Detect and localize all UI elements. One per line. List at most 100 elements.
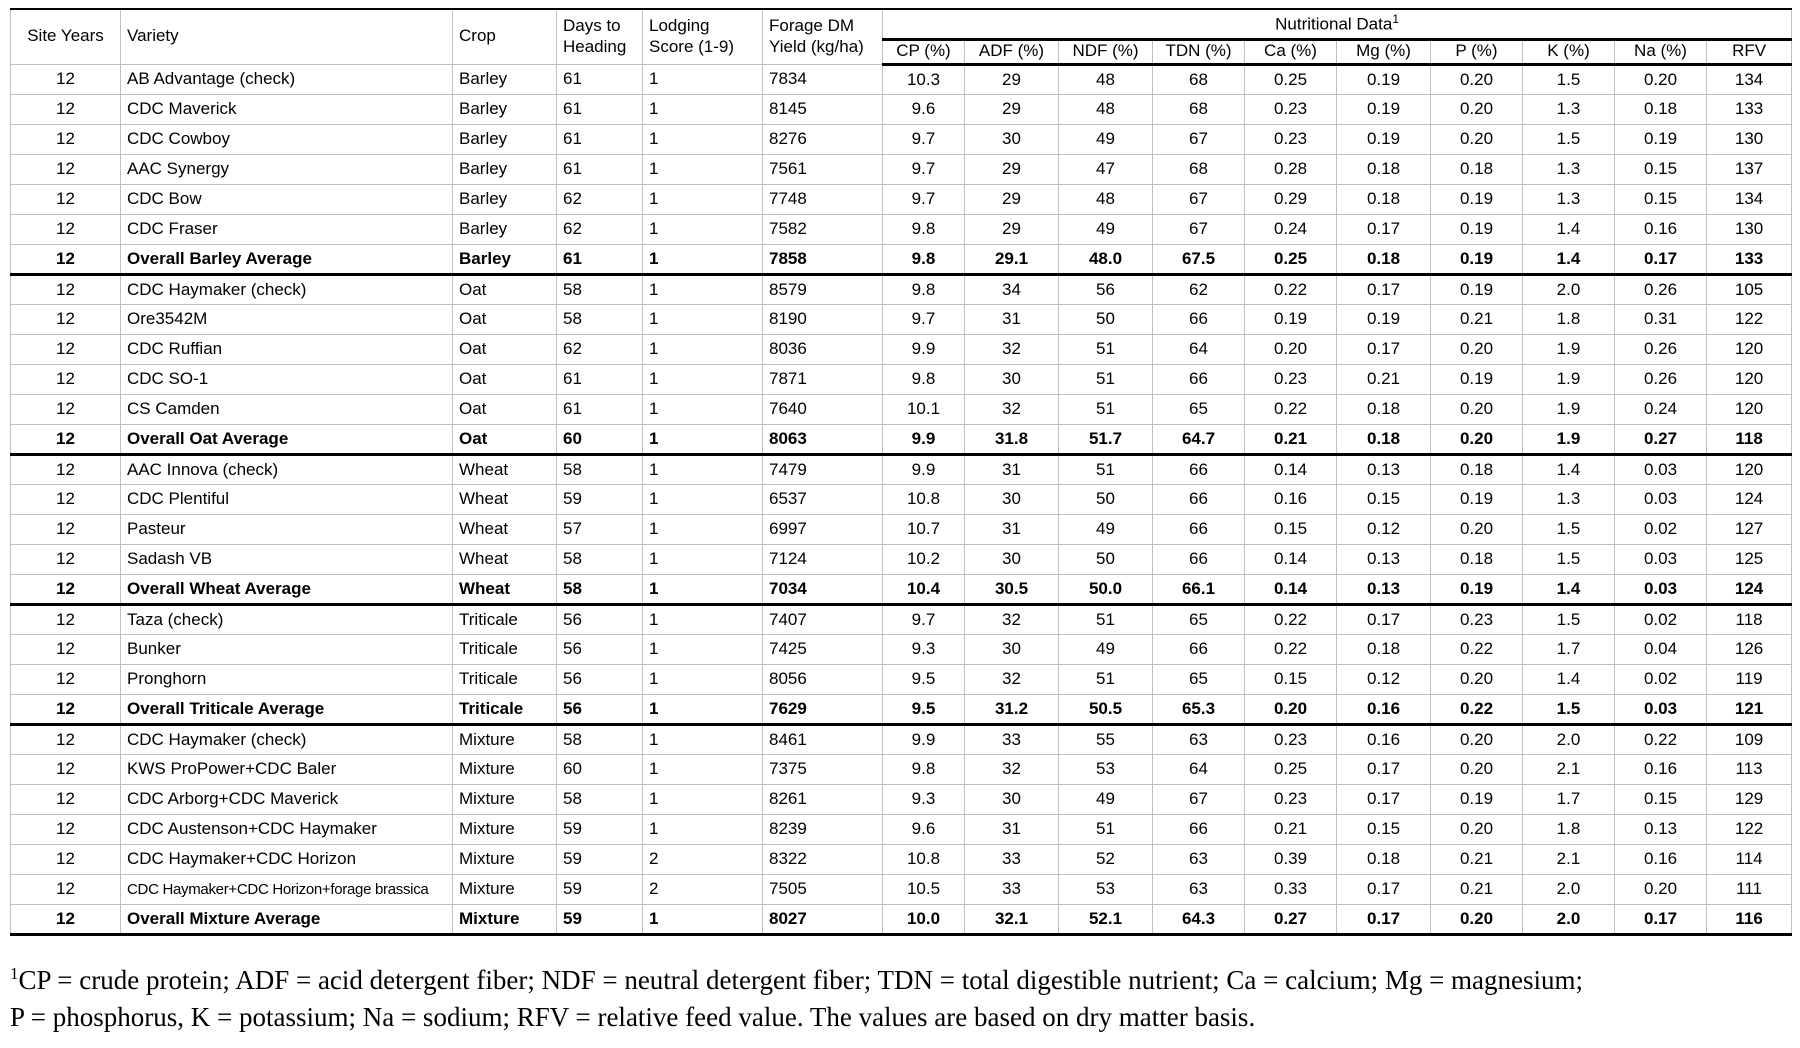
average-row: 12 Overall Wheat Average Wheat 58 1 7034 10.4 3… bbox=[10, 573, 1793, 606]
cell-ca: 0.22 bbox=[1244, 633, 1337, 665]
cell-adf: 32 bbox=[964, 393, 1059, 425]
cell-crop: Barley bbox=[452, 93, 557, 125]
cell-mg: 0.19 bbox=[1336, 303, 1431, 335]
cell-crop: Mixture bbox=[452, 723, 557, 755]
cell-mg: 0.17 bbox=[1336, 903, 1431, 936]
cell-forage-dm-yield: 8276 bbox=[762, 123, 883, 155]
cell-days-to-heading: 59 bbox=[556, 873, 643, 905]
table-row: 12 CDC Ruffian Oat 62 1 8036 9.9 32 51 64 0.20 0.17… bbox=[10, 333, 1793, 365]
cell-tdn: 64.3 bbox=[1152, 903, 1245, 936]
cell-k: 1.9 bbox=[1522, 363, 1615, 395]
cell-forage-dm-yield: 6537 bbox=[762, 483, 883, 515]
cell-rfv: 120 bbox=[1705, 453, 1793, 485]
cell-days-to-heading: 62 bbox=[556, 333, 643, 365]
cell-site-years: 12 bbox=[10, 663, 121, 695]
cell-cp: 9.6 bbox=[882, 93, 965, 125]
cell-crop: Triticale bbox=[452, 633, 557, 665]
cell-days-to-heading: 61 bbox=[556, 243, 643, 276]
cell-forage-dm-yield: 7425 bbox=[762, 633, 883, 665]
cell-variety: CDC Haymaker (check) bbox=[120, 723, 453, 755]
cell-na: 0.26 bbox=[1614, 363, 1707, 395]
cell-site-years: 12 bbox=[10, 363, 121, 395]
cell-ca: 0.20 bbox=[1244, 333, 1337, 365]
cell-tdn: 65 bbox=[1152, 393, 1245, 425]
cell-na: 0.17 bbox=[1614, 903, 1707, 936]
cell-cp: 10.2 bbox=[882, 543, 965, 575]
cell-adf: 30 bbox=[964, 483, 1059, 515]
cell-p: 0.20 bbox=[1430, 333, 1523, 365]
table-row: 12 Bunker Triticale 56 1 7425 9.3 30 49 66 0.22 0.1… bbox=[10, 633, 1793, 665]
cell-crop: Oat bbox=[452, 363, 557, 395]
cell-crop: Mixture bbox=[452, 903, 557, 936]
cell-days-to-heading: 59 bbox=[556, 483, 643, 515]
cell-forage-dm-yield: 8579 bbox=[762, 273, 883, 305]
cell-ca: 0.23 bbox=[1244, 93, 1337, 125]
column-group-header-nutritional-data: Nutritional Data1 bbox=[881, 8, 1793, 41]
cell-rfv: 113 bbox=[1705, 753, 1793, 785]
column-header-rfv: RFV bbox=[1705, 38, 1793, 66]
cell-forage-dm-yield: 8027 bbox=[762, 903, 883, 936]
column-header-forage-dm-yield: Forage DM Yield (kg/ha) bbox=[762, 8, 883, 65]
cell-k: 1.5 bbox=[1522, 693, 1615, 726]
cell-lodging-score: 2 bbox=[642, 843, 763, 875]
cell-tdn: 66 bbox=[1152, 453, 1245, 485]
column-header-mg: Mg (%) bbox=[1336, 38, 1431, 66]
cell-rfv: 120 bbox=[1705, 393, 1793, 425]
cell-ndf: 53 bbox=[1058, 753, 1153, 785]
cell-site-years: 12 bbox=[10, 393, 121, 425]
cell-ndf: 51.7 bbox=[1058, 423, 1153, 456]
table-row: 12 CDC Maverick Barley 61 1 8145 9.6 29 48 68 0.23… bbox=[10, 93, 1793, 125]
cell-ca: 0.21 bbox=[1244, 423, 1337, 456]
cell-k: 1.4 bbox=[1522, 453, 1615, 485]
cell-lodging-score: 1 bbox=[642, 663, 763, 695]
cell-adf: 29 bbox=[964, 93, 1059, 125]
cell-site-years: 12 bbox=[10, 273, 121, 305]
column-header-crop: Crop bbox=[452, 8, 557, 65]
cell-adf: 31.8 bbox=[964, 423, 1059, 456]
cell-p: 0.20 bbox=[1430, 513, 1523, 545]
cell-cp: 9.8 bbox=[882, 213, 965, 245]
cell-ndf: 51 bbox=[1058, 813, 1153, 845]
cell-k: 1.3 bbox=[1522, 93, 1615, 125]
footnote-marker: 1 bbox=[1392, 12, 1399, 27]
table-row: 12 CDC Plentiful Wheat 59 1 6537 10.8 30 50 66 0.1… bbox=[10, 483, 1793, 515]
cell-na: 0.15 bbox=[1614, 153, 1707, 185]
cell-variety: Overall Mixture Average bbox=[120, 903, 453, 936]
cell-forage-dm-yield: 6997 bbox=[762, 513, 883, 545]
cell-lodging-score: 1 bbox=[642, 633, 763, 665]
cell-ndf: 49 bbox=[1058, 213, 1153, 245]
cell-site-years: 12 bbox=[10, 693, 121, 726]
cell-site-years: 12 bbox=[10, 183, 121, 215]
cell-k: 1.5 bbox=[1522, 543, 1615, 575]
cell-cp: 9.6 bbox=[882, 813, 965, 845]
cell-rfv: 134 bbox=[1705, 183, 1793, 215]
cell-ndf: 51 bbox=[1058, 393, 1153, 425]
cell-k: 1.9 bbox=[1522, 423, 1615, 456]
cell-mg: 0.21 bbox=[1336, 363, 1431, 395]
cell-ndf: 51 bbox=[1058, 363, 1153, 395]
cell-rfv: 105 bbox=[1705, 273, 1793, 305]
cell-rfv: 122 bbox=[1705, 813, 1793, 845]
cell-ca: 0.33 bbox=[1244, 873, 1337, 905]
cell-lodging-score: 1 bbox=[642, 603, 763, 635]
cell-days-to-heading: 62 bbox=[556, 213, 643, 245]
cell-p: 0.19 bbox=[1430, 213, 1523, 245]
cell-mg: 0.17 bbox=[1336, 333, 1431, 365]
cell-mg: 0.13 bbox=[1336, 453, 1431, 485]
column-header-na: Na (%) bbox=[1614, 38, 1707, 66]
cell-crop: Mixture bbox=[452, 813, 557, 845]
forage-variety-table-wrap: Site Years Variety Crop Days to Heading … bbox=[10, 8, 1793, 936]
cell-site-years: 12 bbox=[10, 453, 121, 485]
cell-adf: 30.5 bbox=[964, 573, 1059, 606]
cell-days-to-heading: 58 bbox=[556, 573, 643, 606]
cell-cp: 9.3 bbox=[882, 633, 965, 665]
cell-crop: Mixture bbox=[452, 783, 557, 815]
column-header-variety: Variety bbox=[120, 8, 453, 65]
cell-adf: 32 bbox=[964, 333, 1059, 365]
column-header-site-years: Site Years bbox=[10, 8, 121, 65]
cell-crop: Oat bbox=[452, 393, 557, 425]
cell-ca: 0.14 bbox=[1244, 453, 1337, 485]
cell-k: 1.3 bbox=[1522, 153, 1615, 185]
cell-na: 0.04 bbox=[1614, 633, 1707, 665]
cell-crop: Triticale bbox=[452, 693, 557, 726]
